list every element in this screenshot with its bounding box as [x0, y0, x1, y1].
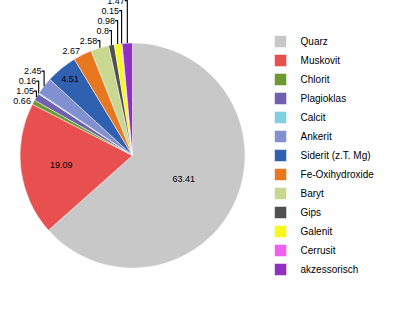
svg-text:0.16: 0.16	[19, 76, 37, 86]
svg-text:0.98: 0.98	[98, 16, 116, 26]
svg-text:Siderit (z.T. Mg): Siderit (z.T. Mg)	[301, 150, 371, 161]
svg-text:19.09: 19.09	[50, 160, 73, 170]
svg-text:0.8: 0.8	[96, 26, 109, 36]
svg-text:1.47: 1.47	[107, 0, 125, 6]
svg-text:Plagioklas: Plagioklas	[301, 93, 347, 104]
svg-text:Gips: Gips	[301, 207, 322, 218]
svg-text:63.41: 63.41	[173, 174, 196, 184]
svg-text:Quarz: Quarz	[301, 36, 328, 47]
svg-text:akzessorisch: akzessorisch	[301, 264, 359, 275]
svg-text:Cerrusit: Cerrusit	[301, 245, 336, 256]
svg-text:1.05: 1.05	[16, 86, 34, 96]
svg-text:Fe-Oxihydroxide: Fe-Oxihydroxide	[301, 169, 375, 180]
svg-text:0.15: 0.15	[102, 6, 120, 16]
svg-text:Muskovit: Muskovit	[301, 55, 341, 66]
svg-text:4.51: 4.51	[61, 74, 79, 84]
svg-text:Chlorit: Chlorit	[301, 74, 330, 85]
svg-text:Galenit: Galenit	[301, 226, 333, 237]
svg-text:2.45: 2.45	[24, 66, 42, 76]
svg-text:Baryt: Baryt	[301, 188, 325, 199]
svg-text:Calcit: Calcit	[301, 112, 326, 123]
svg-text:Ankerit: Ankerit	[301, 131, 332, 142]
svg-text:0.66: 0.66	[13, 96, 31, 106]
svg-text:2.67: 2.67	[63, 46, 81, 56]
svg-text:2.58: 2.58	[80, 36, 98, 46]
